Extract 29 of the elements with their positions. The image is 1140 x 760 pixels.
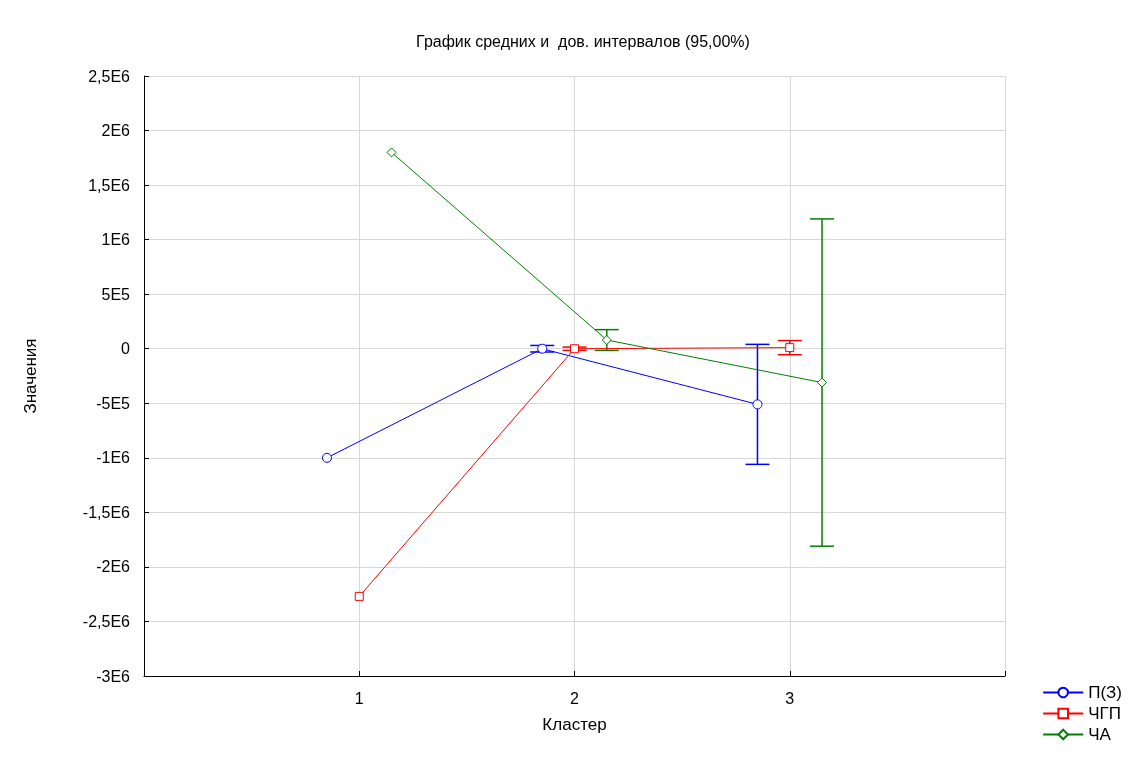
y-tick-label: -2,5E6 bbox=[82, 612, 131, 630]
y-tick-label: 2,5E6 bbox=[88, 67, 131, 85]
y-axis-title: Значения bbox=[21, 338, 40, 414]
y-tick-label: 2E6 bbox=[101, 122, 131, 140]
y-tick-label: -1,5E6 bbox=[82, 503, 131, 521]
point bbox=[752, 399, 763, 410]
y-tick-label: -5E5 bbox=[96, 394, 131, 412]
y-tick-label: 1E6 bbox=[101, 231, 131, 249]
y-tick-label: -2E6 bbox=[96, 558, 131, 576]
y-tick-label: -1E6 bbox=[96, 449, 131, 467]
legend-label: П(З) bbox=[1088, 683, 1122, 702]
y-tick-label: 1,5E6 bbox=[88, 176, 131, 194]
legend-label: ЧА bbox=[1088, 725, 1112, 744]
y-tick-label: -3E6 bbox=[96, 667, 131, 685]
chart-title: График средних и дов. интервалов (95,00%) bbox=[416, 32, 750, 50]
x-tick-label: 2 bbox=[570, 689, 580, 707]
point bbox=[601, 335, 612, 345]
x-axis-title: Кластер bbox=[542, 715, 607, 734]
y-tick-label: 0 bbox=[121, 340, 131, 358]
point bbox=[817, 377, 828, 388]
point bbox=[785, 343, 795, 353]
x-tick-label: 1 bbox=[354, 689, 364, 707]
legend-label: ЧГП bbox=[1088, 704, 1121, 723]
point bbox=[386, 147, 397, 158]
point bbox=[354, 591, 364, 601]
point bbox=[537, 343, 548, 354]
point bbox=[321, 452, 332, 463]
x-tick-label: 3 bbox=[785, 689, 795, 707]
y-tick-label: 5E5 bbox=[101, 285, 131, 303]
